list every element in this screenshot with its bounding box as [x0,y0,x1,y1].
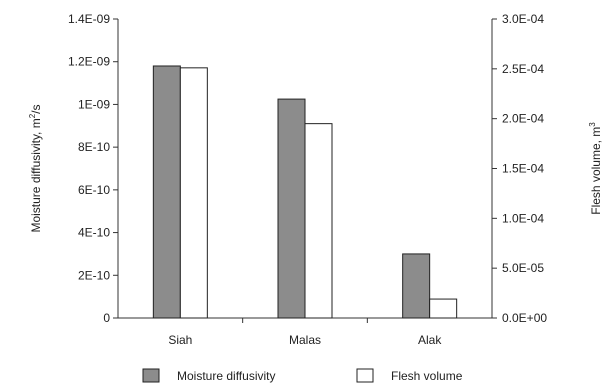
x-category-label: Alak [418,333,442,347]
bars-layer [152,65,458,319]
y-right-tick-label: 2.0E-04 [502,112,544,126]
y-right-tick-label: 2.5E-04 [502,62,544,76]
x-category-label: Siah [168,333,192,347]
y-right-tick-label: 1.5E-04 [502,162,544,176]
y-right-tick-label: 5.0E-05 [502,261,544,275]
bar-flesh-volume [179,67,208,319]
x-category-label: Malas [289,333,321,347]
legend-item-flesh-volume-swatch [356,368,374,383]
y-left-tick-label: 8E-10 [78,140,110,154]
y-left-axis-title: Moisture diffusivity, m2/s [28,104,43,232]
bar-flesh-volume [304,123,333,319]
y-left-tick-label: 1E-09 [78,97,110,111]
bar-moisture-diffusivity [152,65,181,319]
y-left-tick-label: 1.4E-09 [68,12,110,26]
y-right-tick-label: 1.0E-04 [502,211,544,225]
y-left-tick-label: 6E-10 [78,183,110,197]
legend-item-moisture-diffusivity-label: Moisture diffusivity [177,369,275,383]
y-left-title-main: Moisture diffusivity, m [29,118,43,232]
y-left-title-tail: /s [29,104,43,113]
legend-item-moisture-diffusivity-swatch [142,368,160,383]
y-left-tick-label: 2E-10 [78,268,110,282]
legend-item-flesh-volume-label: Flesh volume [391,369,463,383]
bar-moisture-diffusivity [402,253,431,319]
y-right-title-main: Flesh volume, m [589,127,603,215]
y-right-tick-label: 3.0E-04 [502,12,544,26]
bar-moisture-diffusivity [277,98,306,319]
y-left-title-sup: 2 [28,113,37,118]
y-left-tick-label: 0 [103,311,110,325]
y-right-tick-label: 0.0E+00 [502,311,547,325]
y-right-title-sup: 3 [588,122,597,127]
labels-layer: 0 2E-10 4E-10 6E-10 8E-10 1E-09 1.2E-09 1.4E-09… [28,12,603,347]
y-left-tick-label: 1.2E-09 [68,55,110,69]
y-left-tick-label: 4E-10 [78,226,110,240]
bar-flesh-volume [429,298,458,319]
y-right-axis-title: Flesh volume, m3 [588,122,603,215]
legend: Moisture diffusivity Flesh volume [142,368,463,383]
